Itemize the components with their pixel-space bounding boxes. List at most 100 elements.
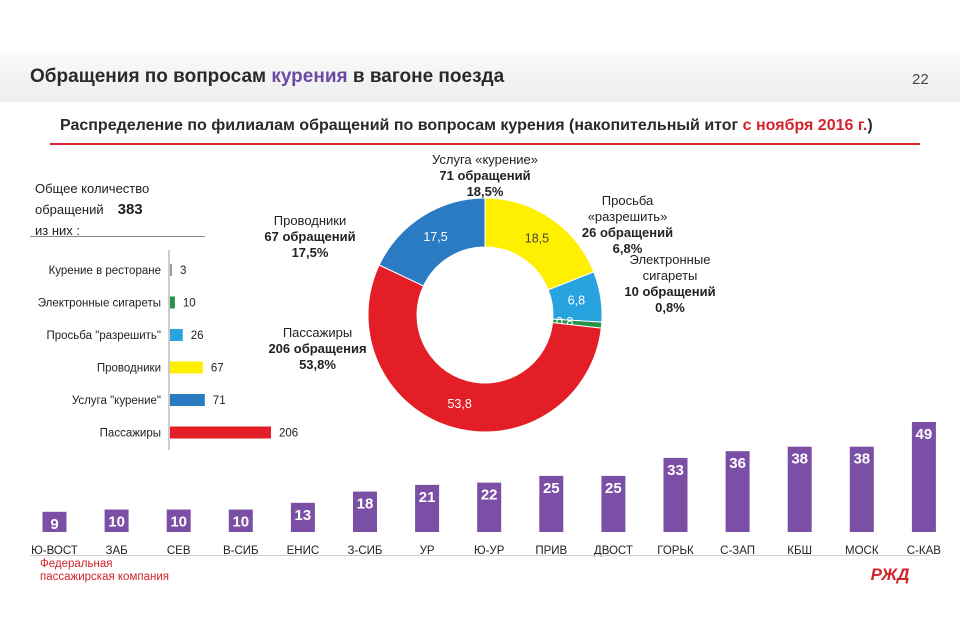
branch-bar-chart: 9 Ю-ВОСТ 10 ЗАБ 10 СЕВ 10 В-СИБ 13 ЕНИС 18 З-СИБ 21 У…: [31, 422, 942, 557]
rzd-logo-text: РЖД: [871, 565, 910, 584]
donut-value-label: 17,5: [423, 230, 447, 244]
branch-value-label: 25: [543, 480, 560, 497]
total-underline: [30, 236, 205, 237]
callout-ecig-count: 10 обращений: [624, 284, 716, 299]
donut-value-label: 53,8: [447, 397, 471, 411]
branch-value-label: 10: [108, 514, 125, 531]
branch-category-label: ПРИВ: [535, 545, 567, 557]
branch-bar: [104, 509, 129, 532]
branch-value-label: 25: [605, 480, 622, 497]
branch-bar: [911, 422, 936, 532]
branch-category-label: Ю-УР: [474, 545, 505, 557]
divider-line: [50, 143, 920, 145]
company-name-line-1: Федеральная: [40, 558, 113, 570]
hbar-value-label: 206: [279, 428, 298, 440]
branch-value-label: 38: [853, 451, 870, 468]
branch-bar: [166, 509, 191, 532]
hbar-bar: [170, 426, 271, 439]
callout-request: Просьба «разрешить» 26 обращений 6,8%: [570, 193, 685, 257]
callout-request-title-2: «разрешить»: [587, 209, 668, 224]
callout-service-title: Услуга «курение»: [431, 152, 539, 167]
callout-passengers: Пассажиры 206 обращения 53,8%: [245, 325, 390, 373]
branch-category-label: ДВОСТ: [594, 545, 633, 557]
total-label-3: из них :: [35, 223, 80, 238]
branch-bar: [539, 475, 564, 532]
branch-category-label: ГОРЬК: [657, 545, 694, 557]
donut-slice: [378, 197, 486, 287]
hbar-bar: [170, 329, 183, 341]
callout-service: Услуга «курение» 71 обращений 18,5%: [405, 152, 565, 200]
hbar-category-label: Пассажиры: [100, 428, 161, 440]
callout-request-percent: 6,8%: [612, 241, 643, 256]
branch-category-label: ЕНИС: [287, 545, 320, 557]
branch-category-label: В-СИБ: [223, 545, 259, 557]
branch-value-label: 49: [916, 426, 933, 443]
branch-category-label: СЕВ: [167, 545, 191, 557]
branch-value-label: 21: [419, 489, 436, 506]
total-block: Общее количество обращений 383 из них :: [35, 178, 149, 241]
hbar-value-label: 10: [183, 298, 196, 310]
branch-value-label: 10: [170, 514, 187, 531]
callout-request-count: 26 обращений: [581, 225, 674, 240]
branch-category-label: С-КАВ: [907, 545, 942, 557]
branch-category-label: Ю-ВОСТ: [31, 545, 78, 557]
hbar-category-label: Услуга "курение": [72, 395, 161, 407]
callout-conductors-percent: 17,5%: [291, 245, 329, 260]
branch-value-label: 13: [295, 507, 312, 524]
branch-category-label: С-ЗАП: [720, 545, 755, 557]
total-label-1: Общее количество: [35, 181, 150, 196]
page-title: Обращения по вопросам курения в вагоне п…: [30, 66, 505, 87]
footer-divider: [30, 555, 930, 556]
header-band: [0, 52, 960, 102]
hbar-value-label: 67: [211, 363, 224, 375]
donut-value-label: 18,5: [525, 231, 549, 245]
branch-value-label: 18: [357, 496, 374, 513]
branch-value-label: 10: [232, 514, 249, 531]
category-bar-chart: Курение в ресторане 3 Электронные сигареты…: [38, 250, 298, 450]
callout-conductors-count: 67 обращений: [264, 229, 356, 244]
rzd-logo: РЖД: [871, 565, 910, 584]
branch-category-label: МОСК: [845, 545, 879, 557]
hbar-bar: [170, 264, 172, 276]
branch-value-label: 22: [481, 487, 498, 504]
donut-value-label: 6,8: [568, 293, 585, 307]
hbar-bar: [170, 296, 175, 309]
hbar-category-label: Проводники: [97, 363, 161, 375]
callout-ecig-title-1: Электронные: [629, 252, 711, 267]
branch-bar: [228, 509, 253, 532]
branch-bar: [663, 457, 688, 532]
branch-value-label: 9: [50, 516, 58, 533]
total-label-2: обращений: [35, 202, 104, 217]
hbar-category-label: Просьба "разрешить": [46, 330, 161, 342]
total-value: 383: [117, 201, 143, 218]
branch-value-label: 38: [791, 451, 808, 468]
callout-conductors-title: Проводники: [273, 213, 347, 228]
hbar-bar: [170, 394, 205, 406]
callout-ecig-title-2: сигареты: [642, 268, 698, 283]
branch-category-label: ЗАБ: [106, 545, 128, 557]
hbar-category-label: Курение в ресторане: [49, 265, 161, 277]
hbar-category-label: Электронные сигареты: [38, 298, 161, 310]
branch-bar: [415, 484, 440, 532]
chart-subtitle: Распределение по филиалам обращений по в…: [60, 117, 873, 134]
branch-bar: [725, 451, 750, 532]
branch-category-label: УР: [420, 545, 435, 557]
donut-chart: 18,56,80,853,817,5: [367, 197, 603, 433]
callout-ecig: Электронные сигареты 10 обращений 0,8%: [600, 252, 740, 316]
branch-value-label: 36: [729, 455, 746, 472]
hbar-value-label: 71: [213, 395, 226, 407]
hbar-value-label: 26: [191, 330, 204, 342]
branch-bar: [477, 482, 502, 532]
branch-value-label: 33: [667, 462, 684, 479]
callout-conductors: Проводники 67 обращений 17,5%: [240, 213, 380, 261]
hbar-bar: [170, 361, 203, 374]
branch-bar: [787, 446, 812, 532]
page-number: 22: [912, 71, 929, 88]
donut-slice: [367, 264, 602, 433]
hbar-value-label: 3: [180, 265, 186, 277]
callout-service-percent: 18,5%: [466, 184, 504, 199]
branch-category-label: З-СИБ: [348, 545, 383, 557]
branch-bar: [42, 511, 67, 532]
branch-bar: [849, 446, 874, 532]
